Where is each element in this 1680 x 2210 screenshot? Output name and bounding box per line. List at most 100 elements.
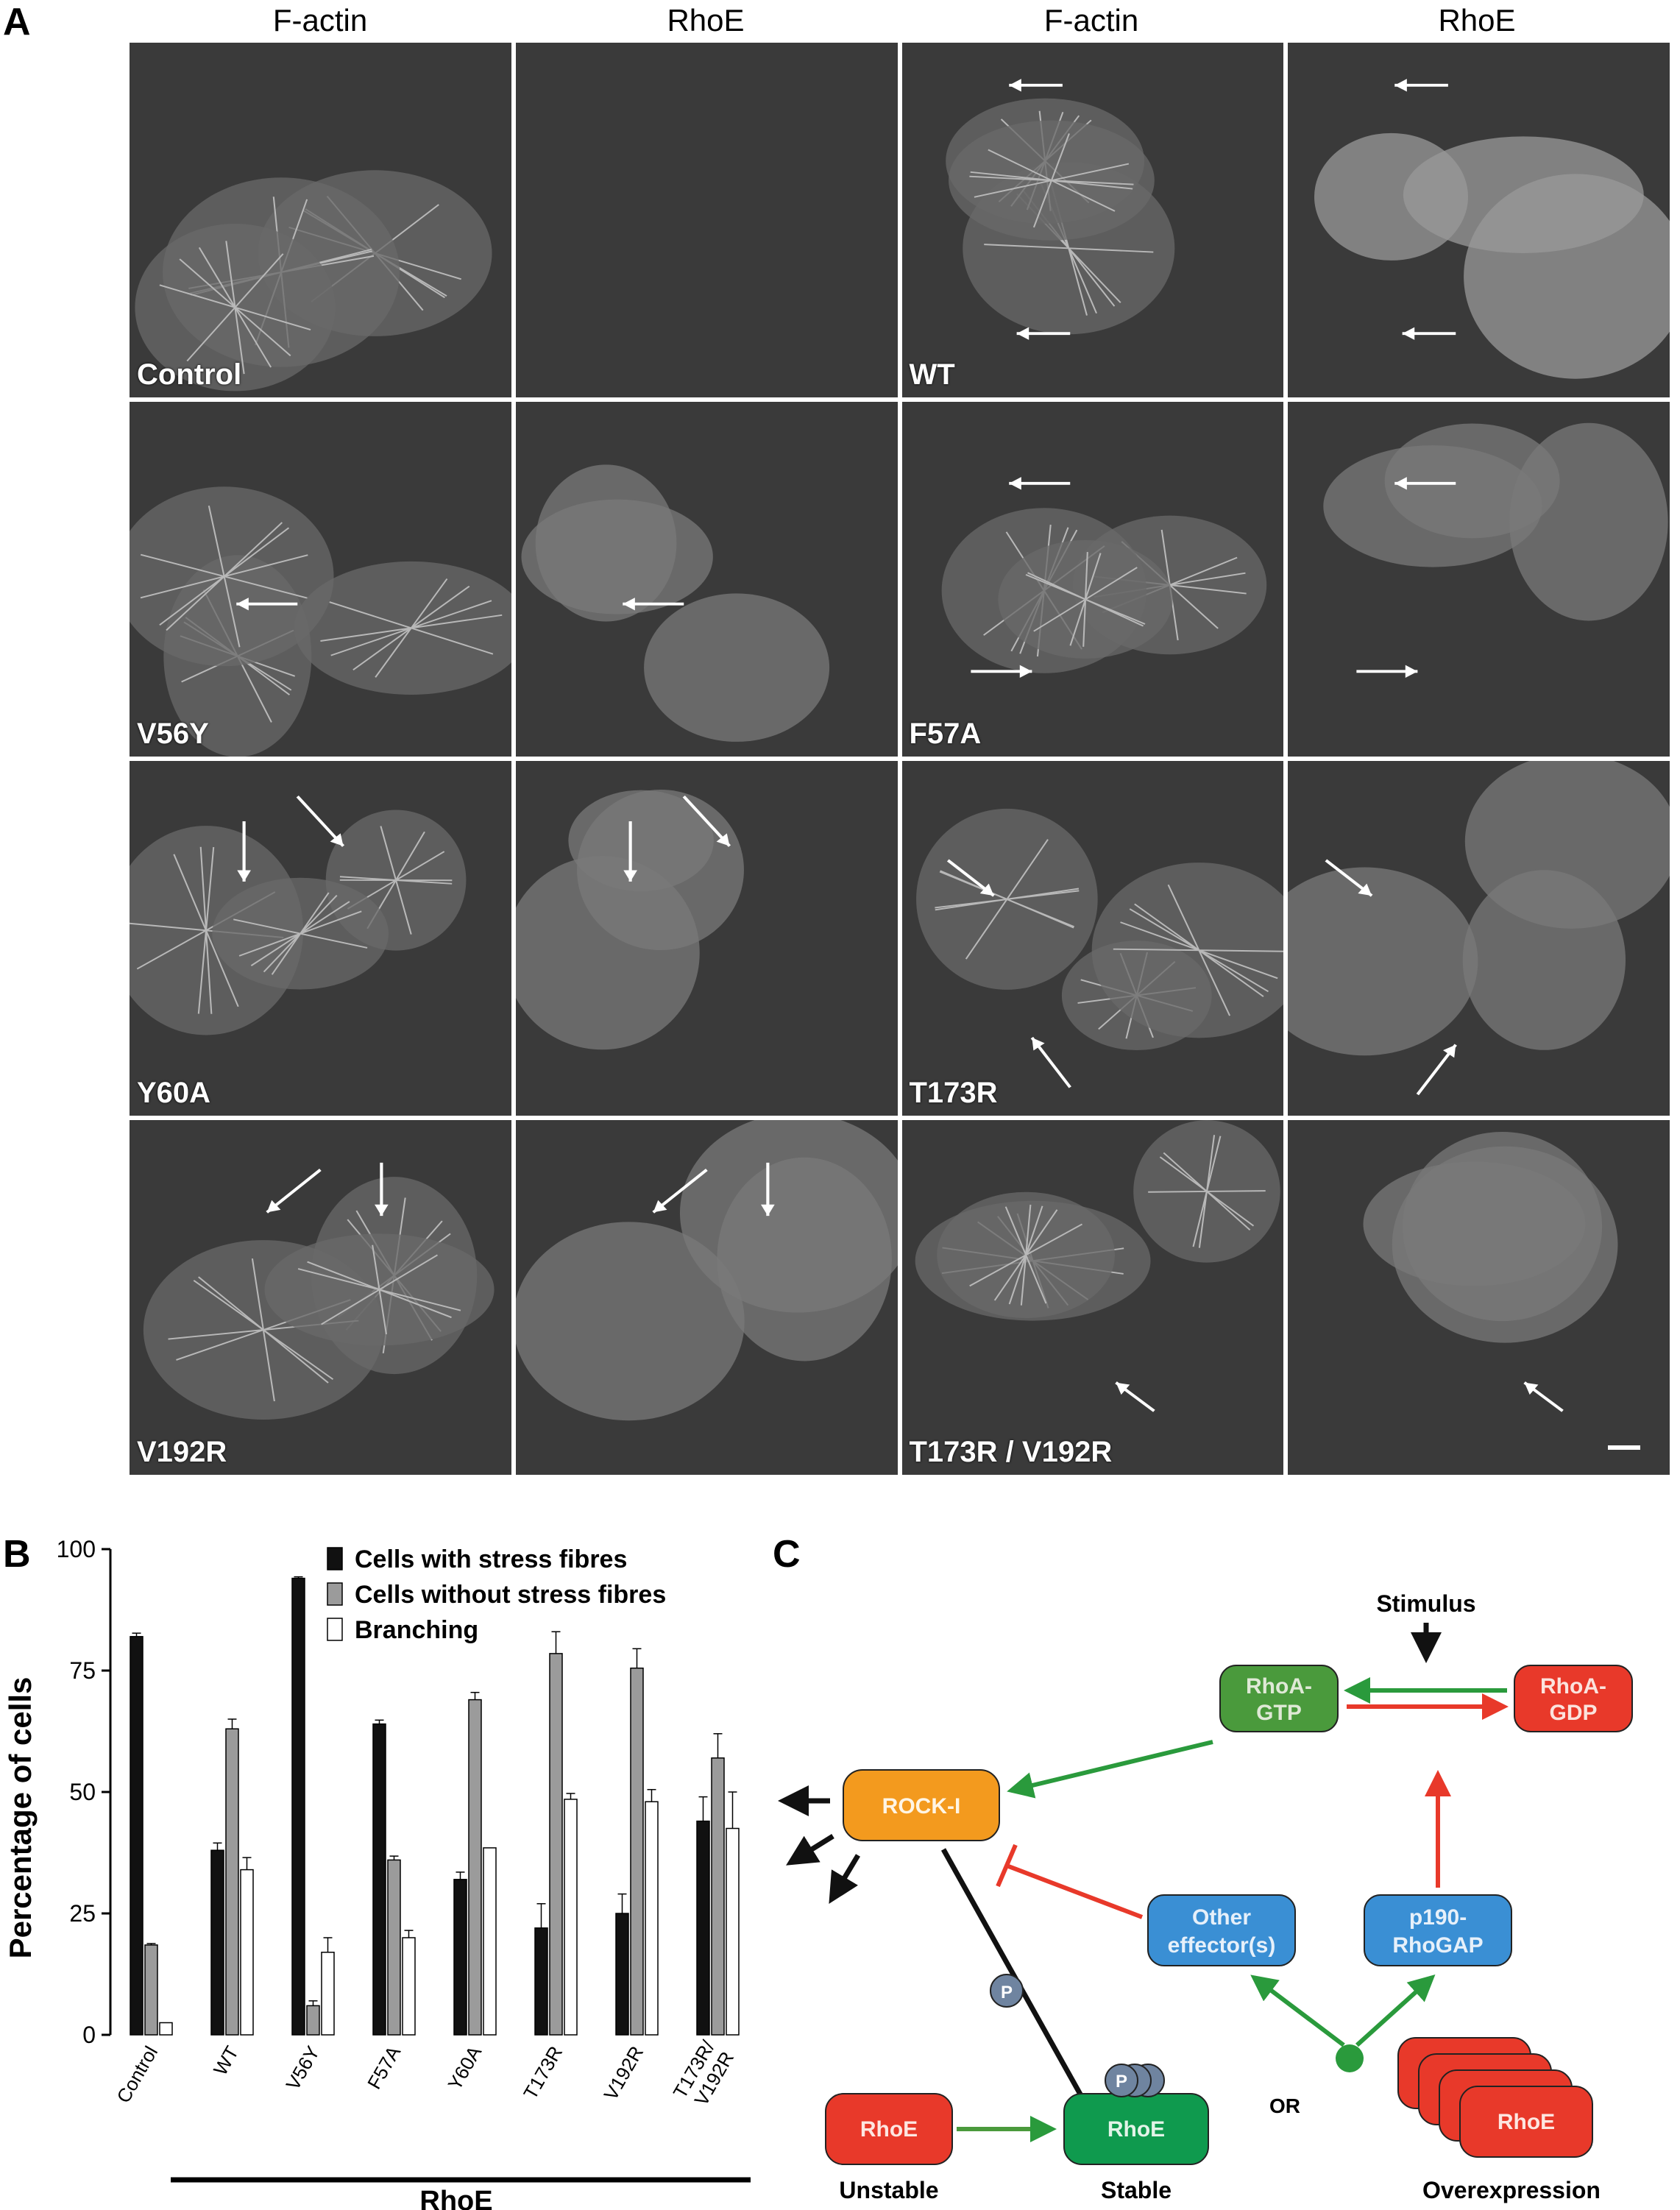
- stress-fibre: [140, 554, 308, 599]
- condition-label: WT: [909, 358, 955, 391]
- y-tick-label: 25: [69, 1900, 96, 1927]
- cell-shapes: [1314, 132, 1670, 379]
- column-header-factin-1: F-actin: [272, 3, 368, 38]
- cell-shapes: [516, 43, 898, 397]
- phospho-label-stable: P: [1116, 2072, 1127, 2092]
- micrograph-factin-r4-c3: T173R / V192R: [901, 1120, 1284, 1475]
- legend-swatch: [327, 1547, 343, 1570]
- stress-fibre: [173, 854, 239, 1007]
- or-label: OR: [1269, 2094, 1300, 2117]
- cell-shapes: [915, 808, 1284, 1051]
- cell-shapes: [915, 1120, 1280, 1321]
- cell-shapes: [515, 1120, 898, 1421]
- rock-i-node: [843, 1769, 1000, 1841]
- rhoa-gdp-line1: RhoA-: [1540, 1674, 1606, 1699]
- stable-caption: Stable: [1101, 2177, 1172, 2203]
- x-tick-label: V56Y: [281, 2042, 324, 2094]
- bar-2-2: [225, 1728, 239, 2036]
- micrograph-factin-r1-c1: Control: [130, 43, 511, 397]
- micrograph-rhoe-r4-c2: [515, 1120, 898, 1475]
- rhoe-unstable-node: [825, 2093, 953, 2165]
- bar-2-3: [306, 2005, 320, 2036]
- condition-label: V192R: [137, 1436, 227, 1468]
- condition-label: V56Y: [137, 718, 209, 750]
- bar-3-7: [645, 1801, 659, 2036]
- x-tick-label: T173R: [519, 2042, 567, 2103]
- effectors-inhibit-rock-line: [1005, 1863, 1144, 1919]
- stress-fibre: [1027, 572, 1144, 627]
- bar-3-2: [240, 1869, 254, 2036]
- cell-shapes: [515, 789, 744, 1050]
- panel-c-letter: C: [773, 1533, 801, 1576]
- bar-1-6: [534, 1927, 548, 2036]
- x-tick-label: Y60A: [443, 2041, 486, 2094]
- panel-b-letter: B: [3, 1533, 31, 1576]
- x-tick-label-line: F57A: [363, 2041, 405, 2092]
- condition-label: T173R / V192R: [909, 1436, 1113, 1468]
- legend-label: Cells without stress fibres: [355, 1581, 666, 1609]
- column-header-rhoe-1: RhoE: [667, 3, 745, 38]
- bar-1-1: [130, 1636, 143, 2036]
- x-tick-label: Control: [112, 2042, 162, 2107]
- stress-fibre: [321, 1254, 439, 1325]
- x-tick-label-line: V56Y: [281, 2042, 324, 2094]
- rock-output-arrow-3: [829, 1854, 861, 1905]
- rhoe-signal-dot: [1336, 2044, 1364, 2072]
- x-tick-label: F57A: [363, 2041, 405, 2092]
- cell-body: [1465, 761, 1670, 929]
- micrograph-rhoe-r2-c4: [1288, 402, 1670, 757]
- cell-shapes: [521, 464, 829, 742]
- other-effectors-node: [1147, 1894, 1296, 1966]
- cell-shapes: [1323, 422, 1668, 621]
- stress-fibre: [1167, 884, 1230, 1016]
- gtp-to-rock-arrow: [1007, 1740, 1213, 1799]
- other-effectors-line2: effector(s): [1168, 1933, 1276, 1958]
- signalling-diagram-panel-c: C Stimulus RhoA- GTP RhoA- GDP ROCK-I Ot…: [773, 1533, 1633, 2203]
- legend-label: Branching: [355, 1616, 478, 1644]
- micrograph-factin-r3-c3: T173R: [901, 761, 1284, 1116]
- bar-2-8: [711, 1757, 725, 2036]
- dot-to-p190-arrow: [1355, 1974, 1436, 2047]
- p190-rhogap-node: [1364, 1894, 1512, 1966]
- micrograph-factin-r4-c1: V192R: [130, 1120, 511, 1475]
- bar-1-8: [696, 1820, 710, 2036]
- x-tick-label-line: Control: [112, 2042, 162, 2107]
- stimulus-label: Stimulus: [1376, 1590, 1475, 1617]
- micrograph-factin-r3-c1: Y60A: [130, 761, 511, 1116]
- cell-body: [521, 499, 713, 615]
- bar-2-7: [630, 1667, 644, 2036]
- rock-output-arrow-2: [786, 1834, 834, 1866]
- condition-label: Y60A: [137, 1077, 211, 1109]
- stress-fibre: [993, 1209, 1057, 1301]
- micrograph-factin-r2-c1: V56Y: [130, 402, 511, 757]
- cell-shapes: [1363, 1131, 1618, 1343]
- rock-i-label: ROCK-I: [882, 1794, 961, 1818]
- y-tick-label: 100: [57, 1536, 96, 1562]
- stress-fibre: [974, 163, 1129, 198]
- cell-shapes: [941, 508, 1266, 673]
- panel-a-letter: A: [3, 1, 31, 43]
- x-tick-label: T173R/V192R: [669, 2036, 739, 2110]
- rhoa-gdp-line2: GDP: [1549, 1701, 1597, 1725]
- phospho-circle-stable-1: [1105, 2064, 1138, 2097]
- micrograph-rhoe-r1-c4: [1288, 43, 1670, 397]
- rhoe-group-label: RhoE: [419, 2186, 492, 2210]
- phospho-label-1: P: [1001, 1983, 1013, 2002]
- overexpression-caption: Overexpression: [1422, 2177, 1601, 2203]
- bar-3-8: [726, 1827, 740, 2036]
- bar-1-5: [453, 1879, 467, 2036]
- condition-label: Control: [137, 358, 242, 391]
- legend-label: Cells with stress fibres: [355, 1545, 627, 1573]
- column-header-rhoe-2: RhoE: [1438, 3, 1516, 38]
- stress-fibre: [352, 585, 470, 670]
- bar-3-5: [483, 1847, 497, 2036]
- condition-label: F57A: [909, 718, 982, 750]
- cell-shapes: [143, 1177, 495, 1420]
- micrograph-grid: Control WT V56Y F57A Y60A T173R V192R T173R / V…: [130, 43, 1670, 1475]
- x-tick-label: V192R: [599, 2042, 648, 2104]
- x-tick-label-line: Y60A: [443, 2041, 486, 2094]
- rhoa-gtp-line2: GTP: [1256, 1701, 1302, 1725]
- x-tick-label-line: V192R: [599, 2042, 648, 2104]
- micrograph-factin-r2-c3: F57A: [901, 402, 1284, 757]
- rhoe-overexpression-label: RhoE: [1498, 2110, 1555, 2134]
